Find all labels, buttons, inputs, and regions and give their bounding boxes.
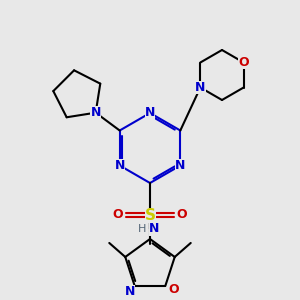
Text: N: N	[91, 106, 101, 119]
Text: N: N	[149, 223, 159, 236]
Text: O: O	[113, 208, 123, 221]
Text: N: N	[195, 81, 206, 94]
Text: N: N	[124, 284, 135, 298]
Text: O: O	[238, 56, 249, 69]
Text: O: O	[168, 283, 178, 296]
Text: S: S	[145, 208, 155, 223]
Text: O: O	[177, 208, 187, 221]
Text: N: N	[145, 106, 155, 119]
Text: N: N	[175, 159, 185, 172]
Text: N: N	[115, 159, 125, 172]
Text: H: H	[138, 224, 146, 234]
